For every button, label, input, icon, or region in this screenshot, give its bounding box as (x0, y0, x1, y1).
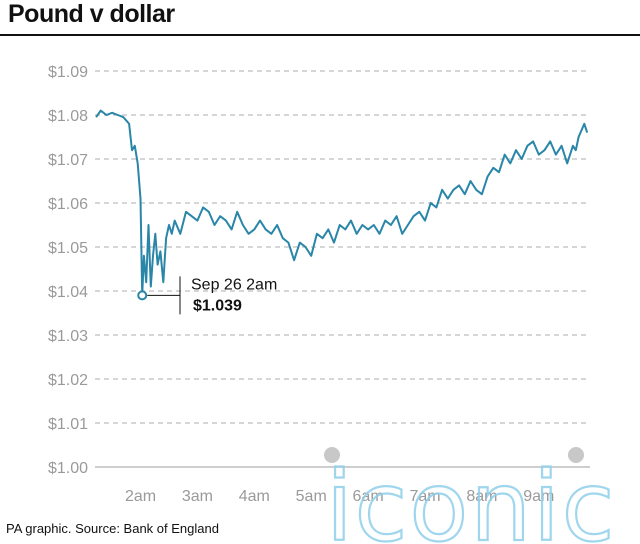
series-line (95, 109, 589, 297)
x-tick-label: 2am (125, 488, 156, 505)
watermark-text: iconic (326, 451, 616, 544)
x-tick-label: 9am (523, 488, 554, 505)
watermark-dot (324, 447, 340, 463)
annotation-point (137, 290, 148, 301)
x-tick-label: 5am (296, 488, 327, 505)
x-tick-label: 8am (466, 488, 497, 505)
x-tick-label: 3am (182, 488, 213, 505)
y-tick-label: $1.03 (48, 328, 88, 345)
title-rule (0, 34, 640, 36)
y-axis-labels: $1.09 $1.08 $1.07 $1.06 $1.05 $1.04 $1.03 $1.02… (48, 64, 88, 477)
y-tick-label: $1.08 (48, 108, 88, 125)
source-credit: PA graphic. Source: Bank of England (6, 521, 219, 536)
x-axis-labels: 2am 3am 4am 5am 6am 7am 8am 9am (125, 488, 554, 505)
y-tick-label: $1.09 (48, 64, 88, 81)
annotation: Sep 26 2am $1.039 (137, 276, 277, 315)
x-tick-label: 6am (353, 488, 384, 505)
annotation-time-label: Sep 26 2am (191, 276, 277, 293)
y-tick-label: $1.02 (48, 372, 88, 389)
x-tick-label: 7am (409, 488, 440, 505)
y-tick-label: $1.01 (48, 416, 88, 433)
y-tick-label: $1.07 (48, 152, 88, 169)
y-tick-label: $1.05 (48, 240, 88, 257)
y-tick-label: $1.00 (48, 460, 88, 477)
y-tick-label: $1.04 (48, 284, 88, 301)
chart-title: Pound v dollar (8, 0, 175, 28)
annotation-value-label: $1.039 (193, 297, 242, 314)
y-tick-label: $1.06 (48, 196, 88, 213)
grid-lines (95, 70, 590, 468)
watermark-dot (568, 447, 584, 463)
x-tick-label: 4am (239, 488, 270, 505)
watermark: iconic (324, 447, 616, 544)
